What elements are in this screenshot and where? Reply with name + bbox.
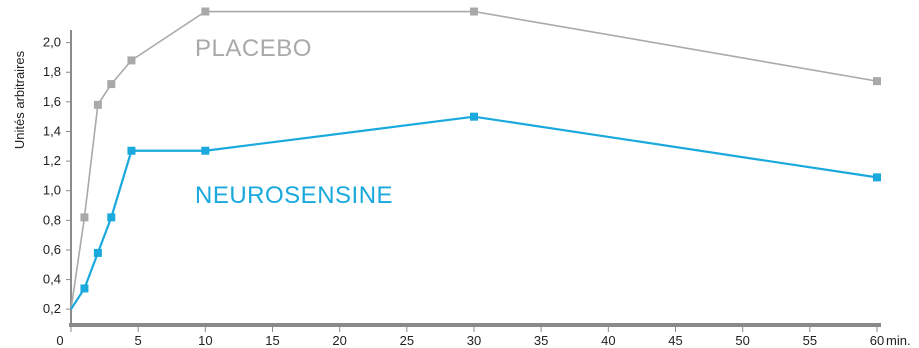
- data-point: [93, 248, 102, 257]
- y-tick-label: 0,2: [43, 301, 61, 316]
- x-tick-label: 60: [870, 333, 884, 348]
- y-tick-label: 1,8: [43, 64, 61, 79]
- x-tick-label: 30: [467, 333, 481, 348]
- y-tick-label: 1,4: [43, 123, 61, 138]
- y-tick-label: 0,6: [43, 242, 61, 257]
- x-tick-label: 25: [400, 333, 414, 348]
- series-line-placebo: [70, 10, 878, 310]
- data-point: [873, 77, 881, 86]
- series-layer: [70, 7, 881, 310]
- data-point: [107, 213, 116, 222]
- y-tick-label: 2,0: [43, 35, 61, 50]
- x-tick-label: 5: [135, 333, 142, 348]
- series-label-neurosensine: NEUROSENSINE: [195, 182, 393, 209]
- x-unit-label: min.: [886, 333, 911, 348]
- series-labels: PLACEBO NEUROSENSINE: [195, 35, 393, 209]
- data-point: [470, 7, 478, 16]
- x-tick-label: 40: [601, 333, 615, 348]
- x-tick-label: 0: [56, 333, 63, 348]
- x-axis-line: [69, 323, 881, 327]
- y-tick-label: 1,6: [43, 94, 61, 109]
- x-tick-label: 35: [534, 333, 548, 348]
- y-tick-label: 1,2: [43, 153, 61, 168]
- x-tick-label: 55: [803, 333, 817, 348]
- data-point: [107, 80, 116, 89]
- data-point: [470, 112, 478, 121]
- data-point: [873, 173, 881, 182]
- data-point: [80, 213, 89, 222]
- x-tick-label: 50: [735, 333, 749, 348]
- y-tick-label: 0,4: [43, 272, 61, 287]
- data-point: [127, 56, 136, 65]
- y-tick-label: 1,0: [43, 183, 61, 198]
- x-tick-label: 20: [332, 333, 346, 348]
- data-point: [201, 7, 210, 16]
- y-axis-title: Unités arbitraires: [12, 50, 27, 149]
- tick-labels: 0 5 10 15 20 25 30 35 40 45 50 55 60 min. 0,2 0,4 0,6 0,8…: [43, 35, 911, 348]
- x-tick-label: 45: [668, 333, 682, 348]
- axes: [66, 30, 881, 332]
- x-tick-label: 15: [265, 333, 279, 348]
- x-tick-label: 10: [198, 333, 212, 348]
- series-label-placebo: PLACEBO: [195, 35, 312, 62]
- data-point: [80, 284, 89, 293]
- data-point: [127, 146, 136, 155]
- data-point: [201, 146, 210, 155]
- y-tick-label: 0,8: [43, 212, 61, 227]
- series-line-neurosensine: [70, 115, 878, 310]
- data-point: [93, 100, 102, 109]
